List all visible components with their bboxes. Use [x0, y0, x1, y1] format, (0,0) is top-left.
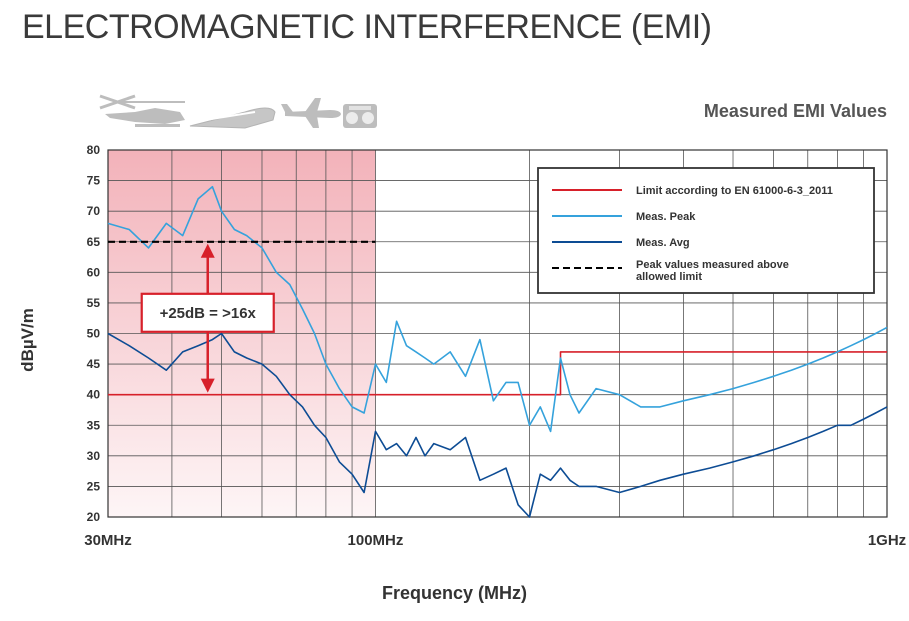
annotation-arrow-head-down [200, 378, 215, 393]
y-tick-label: 25 [87, 479, 101, 493]
x-tick-label: 1GHz [868, 532, 906, 549]
legend-label: Meas. Peak [636, 211, 696, 223]
y-tick-label: 70 [87, 204, 101, 218]
x-axis-label: Frequency (MHz) [381, 583, 527, 603]
train-icon [189, 107, 276, 129]
legend-label: Peak values measured above allowed limit [636, 259, 789, 283]
y-tick-label: 35 [87, 418, 101, 432]
peak-line [107, 185, 888, 433]
radio-icon [343, 104, 377, 128]
x-tick-label: 30MHz [84, 532, 132, 549]
airplane-icon [281, 98, 341, 128]
legend-box [537, 167, 875, 294]
y-tick-label: 40 [87, 388, 101, 402]
annotation-box [140, 292, 275, 333]
y-tick-label: 50 [87, 327, 101, 341]
page-title: ELECTROMAGNETIC INTERFERENCE (EMI) [22, 8, 712, 46]
y-tick-label: 60 [87, 265, 101, 279]
y-tick-label: 65 [87, 235, 101, 249]
helicopter-icon [99, 94, 185, 127]
legend-label: Meas. Avg [636, 237, 690, 249]
annotation-label: +25dB = >16x [160, 305, 257, 322]
y-tick-label: 30 [87, 449, 101, 463]
y-tick-label: 55 [87, 296, 101, 310]
y-tick-label: 80 [87, 143, 101, 157]
icon-strip [95, 90, 380, 135]
legend-label: Limit according to EN 61000-6-3_2011 [636, 185, 833, 197]
y-tick-label: 45 [87, 357, 101, 371]
limit-line [108, 351, 887, 396]
avg-line [107, 332, 888, 518]
x-tick-label: 100MHz [348, 532, 404, 549]
y-tick-label: 20 [87, 510, 101, 524]
y-tick-label: 75 [87, 174, 101, 188]
chart-title: Measured EMI Values [703, 101, 887, 121]
annotation-arrow-head-up [200, 243, 215, 258]
